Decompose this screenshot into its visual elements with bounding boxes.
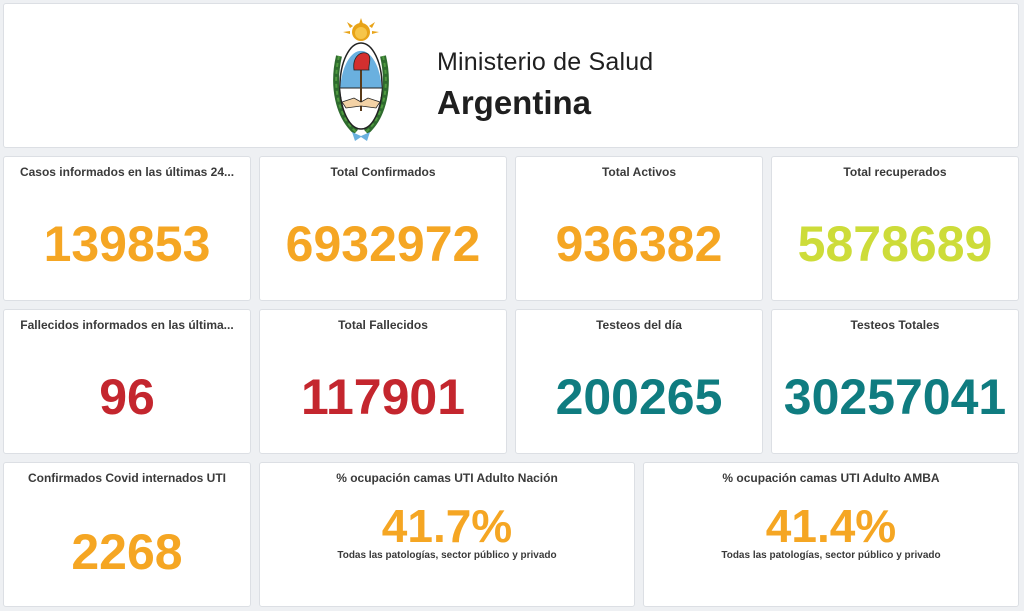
card-title: % ocupación camas UTI Adulto Nación (336, 471, 558, 485)
card-title: Total Activos (601, 165, 676, 179)
icu-amba-value: 41.4% (765, 500, 897, 552)
cases-24h-value: 139853 (43, 216, 211, 272)
card-title: Total recuperados (843, 165, 947, 179)
card-title: Testeos del día (596, 318, 682, 332)
icu-covid-value: 2268 (71, 524, 183, 580)
card-title: Testeos Totales (850, 318, 940, 332)
coat-of-arms-icon (332, 16, 390, 144)
card-title: Total Confirmados (330, 165, 436, 179)
card-title: Total Fallecidos (338, 318, 428, 332)
total-active-card[interactable]: Total Activos 936382 (515, 156, 763, 301)
country-title: Argentina (437, 84, 592, 121)
tests-total-value: 30257041 (783, 369, 1007, 425)
deaths-recent-card[interactable]: Fallecidos informados en las última... 9… (3, 309, 251, 454)
icu-amba-note: Todas las patologías, sector público y p… (721, 550, 941, 561)
tests-total-card[interactable]: Testeos Totales 30257041 (771, 309, 1019, 454)
total-deaths-card[interactable]: Total Fallecidos 117901 (259, 309, 507, 454)
total-deaths-value: 117901 (300, 369, 466, 425)
card-title: Confirmados Covid internados UTI (27, 471, 226, 485)
icu-nation-value: 41.7% (381, 500, 513, 552)
card-title: Casos informados en las últimas 24... (19, 165, 235, 179)
card-title: Fallecidos informados en las última... (20, 318, 234, 332)
cases-24h-card[interactable]: Casos informados en las últimas 24... 13… (3, 156, 251, 301)
total-recovered-card[interactable]: Total recuperados 5878689 (771, 156, 1019, 301)
deaths-recent-value: 96 (99, 369, 155, 425)
header-panel: Ministerio de Salud Argentina (3, 3, 1019, 148)
icu-amba-card[interactable]: % ocupación camas UTI Adulto AMBA 41.4% … (643, 462, 1019, 607)
icu-nation-card[interactable]: % ocupación camas UTI Adulto Nación 41.7… (259, 462, 635, 607)
total-confirmed-value: 6932972 (285, 216, 481, 272)
total-confirmed-card[interactable]: Total Confirmados 6932972 (259, 156, 507, 301)
total-recovered-value: 5878689 (797, 216, 993, 272)
tests-day-card[interactable]: Testeos del día 200265 (515, 309, 763, 454)
card-title: % ocupación camas UTI Adulto AMBA (722, 471, 940, 485)
ministry-title: Ministerio de Salud (437, 48, 654, 76)
icu-nation-note: Todas las patologías, sector público y p… (337, 550, 557, 561)
icu-covid-card[interactable]: Confirmados Covid internados UTI 2268 (3, 462, 251, 607)
total-active-value: 936382 (555, 216, 723, 272)
tests-day-value: 200265 (555, 369, 723, 425)
